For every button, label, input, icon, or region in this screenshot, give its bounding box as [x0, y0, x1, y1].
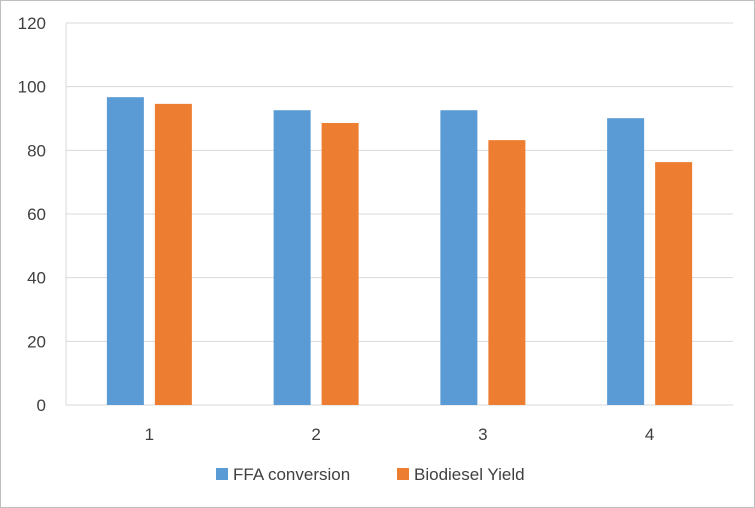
y-tick-label: 60	[27, 205, 46, 224]
y-tick-label: 0	[37, 396, 46, 415]
bar-biodiesel-yield	[488, 140, 526, 405]
legend-label: FFA conversion	[233, 465, 350, 484]
y-tick-label: 100	[18, 78, 46, 97]
y-tick-label: 120	[18, 14, 46, 33]
y-tick-label: 40	[27, 269, 46, 288]
legend-swatch	[397, 468, 409, 480]
legend-label: Biodiesel Yield	[414, 465, 525, 484]
bar-ffa-conversion	[607, 118, 645, 405]
bars	[106, 97, 693, 406]
x-tick-label: 4	[645, 425, 654, 444]
bar-ffa-conversion	[440, 110, 478, 406]
bar-biodiesel-yield	[655, 162, 693, 405]
y-tick-label: 80	[27, 141, 46, 160]
x-tick-label: 1	[145, 425, 154, 444]
x-axis-ticks: 1 2 3 4	[145, 425, 655, 444]
y-tick-label: 20	[27, 332, 46, 351]
legend-swatch	[216, 468, 228, 480]
bar-ffa-conversion	[106, 97, 144, 406]
y-axis-ticks: 0 20 40 60 80 100 120	[18, 14, 46, 415]
x-tick-label: 2	[311, 425, 320, 444]
bar-biodiesel-yield	[321, 122, 359, 405]
bar-ffa-conversion	[273, 110, 311, 406]
bar-biodiesel-yield	[154, 103, 192, 406]
x-tick-label: 3	[478, 425, 487, 444]
legend: FFA conversion Biodiesel Yield	[216, 465, 525, 484]
